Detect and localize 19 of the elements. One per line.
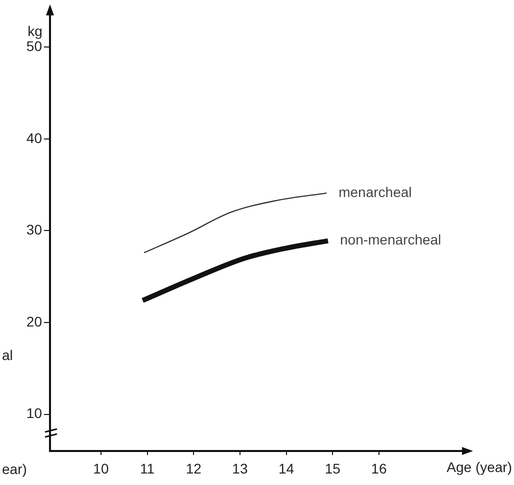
x-tick-label: 12 (186, 460, 202, 476)
series-label: non-menarcheal (340, 232, 442, 248)
y-tick-label: 50 (26, 38, 42, 54)
line-series (143, 192, 328, 254)
x-axis-title: Age (year) (446, 458, 512, 475)
x-tick-label: 15 (324, 460, 341, 476)
x-tick-label: 16 (371, 460, 387, 476)
x-tick-label: 10 (93, 460, 109, 476)
text: al (2, 346, 13, 363)
series-label: menarcheal (338, 184, 412, 200)
y-tick-label: 20 (26, 313, 42, 330)
text: ear) (2, 460, 27, 477)
y-tick-label: 40 (26, 130, 42, 146)
x-tick-label: 11 (140, 460, 155, 476)
x-tick-label: 14 (278, 460, 294, 476)
y-axis-title: kg (28, 22, 42, 39)
y-tick-label: 10 (26, 405, 42, 422)
x-tick-label: 13 (232, 460, 248, 476)
y-tick-label: 30 (26, 222, 42, 238)
